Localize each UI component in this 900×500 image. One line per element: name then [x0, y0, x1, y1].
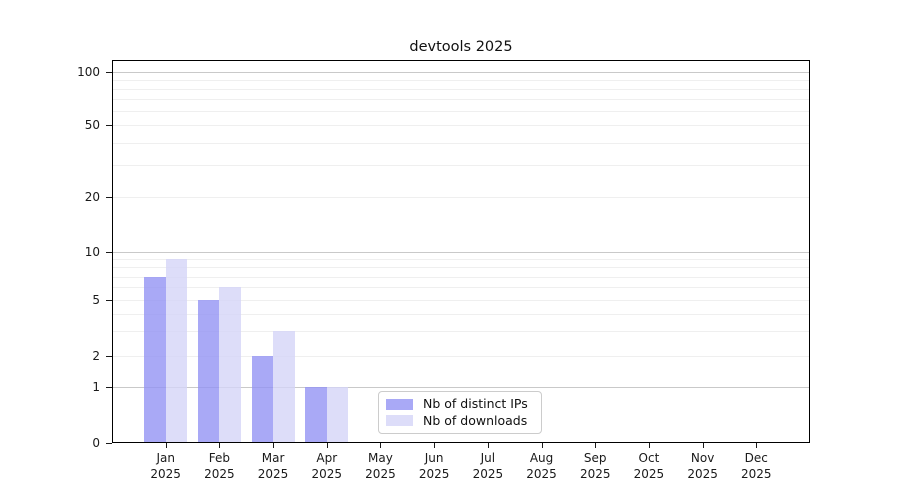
gridline-y-30: [113, 165, 809, 167]
xtick-mark-jun: [434, 443, 436, 448]
bar-distinct_ips-jan: [144, 276, 166, 442]
xtick-mark-aug: [541, 443, 543, 448]
gridline-y-9: [113, 259, 809, 261]
bar-distinct_ips-feb: [197, 300, 220, 442]
xtick-label-sep: Sep 2025: [579, 451, 611, 481]
ytick-label-2: 2: [92, 349, 100, 363]
gridline-y-100: [113, 72, 809, 73]
legend: Nb of distinct IPs Nb of downloads: [378, 391, 542, 434]
gridline-y-20: [113, 197, 809, 198]
gridline-y-40: [113, 142, 809, 144]
bar-downloads-feb: [219, 287, 241, 442]
xtick-label-aug: Aug 2025: [526, 451, 557, 481]
xtick-mark-dec: [756, 443, 758, 448]
ytick-mark-2: [106, 356, 112, 357]
xtick-mark-may: [380, 443, 382, 448]
bar-distinct_ips-apr: [305, 387, 327, 442]
xtick-label-jul: Jul 2025: [472, 451, 504, 481]
ytick-label-50: 50: [84, 118, 100, 132]
xtick-label-nov: Nov 2025: [687, 451, 718, 481]
legend-swatch-distinct-ips: [386, 398, 413, 410]
bar-downloads-apr: [326, 387, 349, 442]
ytick-label-5: 5: [92, 293, 100, 307]
legend-label-downloads: Nb of downloads: [423, 412, 528, 428]
plot-area: [112, 60, 810, 443]
legend-swatch-downloads: [386, 415, 413, 427]
bar-downloads-jan: [165, 259, 188, 442]
xtick-mark-feb: [219, 443, 221, 448]
xtick-mark-jul: [487, 443, 489, 448]
ytick-mark-5: [106, 300, 112, 301]
ytick-mark-1: [106, 387, 112, 388]
chart-title: devtools 2025: [409, 39, 513, 55]
ytick-label-0: 0: [92, 436, 100, 450]
legend-item-downloads: Nb of downloads: [386, 413, 534, 429]
bar-downloads-mar: [273, 331, 295, 442]
gridline-y-6: [113, 287, 809, 289]
ytick-mark-0: [106, 443, 112, 444]
xtick-label-feb: Feb 2025: [204, 451, 235, 481]
xtick-mark-apr: [326, 443, 328, 448]
ytick-mark-100: [106, 72, 112, 73]
bar-distinct_ips-mar: [251, 356, 274, 442]
gridline-y-3: [113, 331, 809, 333]
ytick-label-20: 20: [84, 190, 100, 204]
legend-label-distinct-ips: Nb of distinct IPs: [423, 396, 528, 412]
legend-item-distinct-ips: Nb of distinct IPs: [386, 396, 534, 412]
xtick-label-apr: Apr 2025: [311, 451, 343, 481]
ytick-label-100: 100: [77, 65, 100, 79]
xtick-label-oct: Oct 2025: [633, 451, 665, 481]
gridline-y-1: [113, 387, 809, 388]
gridline-y-7: [113, 276, 809, 278]
ytick-mark-20: [106, 197, 112, 198]
gridline-y-5: [113, 300, 809, 301]
xtick-mark-oct: [648, 443, 650, 448]
gridline-y-50: [113, 125, 809, 126]
gridline-y-70: [113, 99, 809, 101]
xtick-label-may: May 2025: [365, 451, 396, 481]
ytick-label-10: 10: [84, 245, 100, 259]
xtick-mark-mar: [273, 443, 275, 448]
xtick-label-mar: Mar 2025: [257, 451, 289, 481]
gridline-y-4: [113, 313, 809, 315]
gridline-y-10: [113, 252, 809, 253]
gridline-y-80: [113, 89, 809, 91]
gridline-y-2: [113, 356, 809, 357]
xtick-label-jun: Jun 2025: [418, 451, 450, 481]
xtick-mark-jan: [165, 443, 167, 448]
ytick-label-1: 1: [92, 380, 100, 394]
xtick-label-jan: Jan 2025: [150, 451, 181, 481]
ytick-mark-10: [106, 252, 112, 253]
gridline-y-60: [113, 111, 809, 113]
xtick-mark-nov: [702, 443, 704, 448]
xtick-label-dec: Dec 2025: [741, 451, 772, 481]
ytick-mark-50: [106, 125, 112, 126]
gridline-y-90: [113, 80, 809, 82]
xtick-mark-sep: [595, 443, 597, 448]
gridline-y-8: [113, 267, 809, 269]
